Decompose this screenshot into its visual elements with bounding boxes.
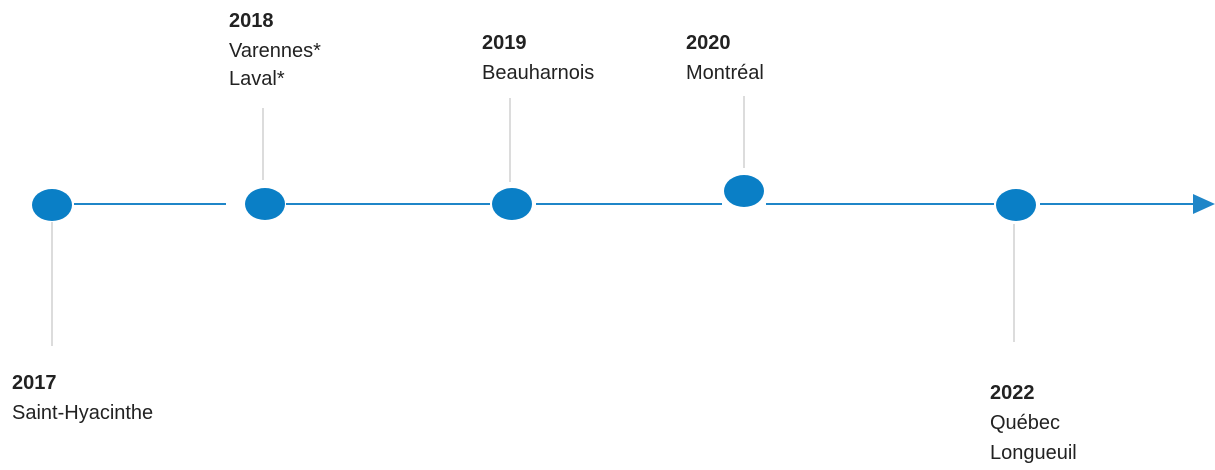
event-place: Laval* <box>229 68 285 90</box>
event-dot <box>245 188 285 220</box>
event-year: 2017 <box>12 372 57 394</box>
event-dot <box>492 188 532 220</box>
event-year: 2019 <box>482 32 527 54</box>
event-year: 2022 <box>990 382 1035 404</box>
event-year: 2020 <box>686 32 731 54</box>
event-dot <box>32 189 72 221</box>
event-place: Saint-Hyacinthe <box>12 402 153 424</box>
event-year: 2018 <box>229 10 274 32</box>
axis-arrow <box>1193 194 1215 214</box>
event-dot <box>996 189 1036 221</box>
event-place: Longueuil <box>990 442 1077 464</box>
event-dot <box>724 175 764 207</box>
axis <box>74 194 1215 214</box>
event-place: Montréal <box>686 62 764 84</box>
event-place: Beauharnois <box>482 62 594 84</box>
event-place: Québec <box>990 412 1060 434</box>
event-place: Varennes* <box>229 40 321 62</box>
